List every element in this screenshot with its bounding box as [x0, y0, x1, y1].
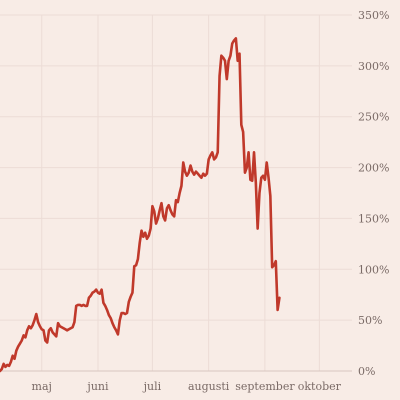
x-tick-label: juli: [142, 380, 162, 393]
y-tick-label: 350%: [358, 9, 389, 22]
series-layer: [0, 37, 281, 373]
y-axis: 0% 50% 100% 150% 200% 250% 300% 350%: [358, 9, 389, 378]
x-tick-label: september: [235, 380, 295, 393]
x-tick-label: oktober: [298, 380, 342, 393]
x-axis: maj juni juli augusti september oktober: [32, 380, 342, 393]
x-tick-label: juni: [85, 380, 109, 393]
series-line: [0, 37, 281, 373]
x-tick-label: maj: [32, 380, 52, 393]
y-tick-label: 300%: [358, 60, 389, 73]
y-tick-label: 100%: [358, 263, 389, 276]
y-tick-label: 0%: [358, 365, 375, 378]
grid: [0, 14, 352, 372]
y-tick-label: 50%: [358, 314, 382, 327]
y-tick-label: 250%: [358, 111, 389, 124]
x-tick-label: augusti: [188, 380, 230, 393]
y-tick-label: 200%: [358, 162, 389, 175]
y-tick-label: 150%: [358, 212, 389, 225]
